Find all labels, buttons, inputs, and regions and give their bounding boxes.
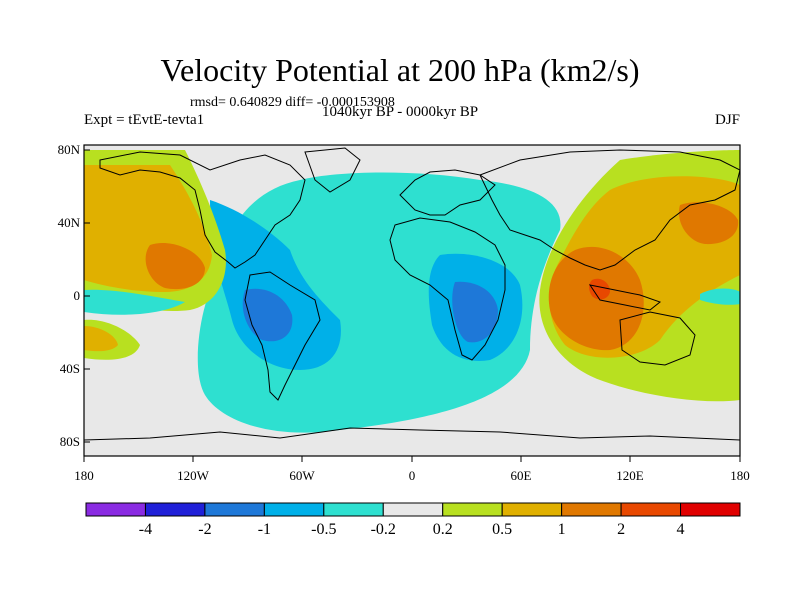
colorbar-swatch — [263, 502, 325, 517]
colorbar-swatch — [561, 502, 622, 517]
coast-asia — [479, 149, 740, 271]
coastlines — [84, 147, 740, 441]
colorbar-swatch — [620, 502, 682, 517]
colorbar-swatch — [144, 502, 206, 517]
negative-band-equator-pacific — [84, 289, 185, 315]
lon-label-120w: 120W — [177, 468, 210, 483]
lat-label-80s: 80S — [60, 434, 80, 449]
coast-greenland — [304, 147, 361, 193]
colorbar-label: -1 — [258, 521, 271, 538]
longitude-axis: 180 120W 60W 0 60E 120E 180 — [74, 456, 750, 483]
colorbar-label: 2 — [617, 521, 625, 538]
colorbar-swatch — [85, 502, 146, 517]
lat-label-80n: 80N — [58, 142, 81, 157]
lon-label-0: 0 — [409, 468, 416, 483]
negative-core-africa — [452, 281, 498, 343]
colorbar-label: 0.5 — [492, 521, 512, 538]
coast-africa — [389, 217, 506, 361]
coast-europe — [399, 169, 496, 216]
lon-label-60w: 60W — [289, 468, 315, 483]
colorbar-label: -0.2 — [371, 521, 396, 538]
colorbar-label: 4 — [677, 521, 685, 538]
colorbar-label: 0.2 — [433, 521, 453, 538]
colorbar: -4 -2 -1 -0.5 -0.2 0.2 0.5 1 2 4 — [85, 502, 741, 538]
colorbar-swatch — [442, 502, 503, 517]
negative-band-equator-east — [700, 288, 740, 305]
period-label: 1040kyr BP - 0000kyr BP — [322, 104, 479, 120]
coast-maritime — [588, 284, 662, 311]
negative-core-samerica — [242, 288, 293, 342]
negative-region-americas — [210, 200, 341, 370]
lon-label-60e: 60E — [511, 468, 532, 483]
positive-core-pacific — [678, 202, 739, 245]
chart-title: Velocity Potential at 200 hPa (km2/s) — [160, 52, 640, 88]
coast-australia — [619, 311, 696, 366]
positive-core-south-pacific — [84, 326, 118, 352]
colorbar-label: -0.5 — [311, 521, 336, 538]
season-label: DJF — [714, 112, 740, 128]
colorbar-swatch — [204, 502, 265, 517]
positive-peak-maritime — [589, 278, 610, 300]
colorbar-swatch — [501, 502, 563, 517]
lat-label-40s: 40S — [60, 361, 80, 376]
lon-label-120e: 120E — [616, 468, 644, 483]
stats-text: rmsd= 0.640829 diff= -0.000153908 — [190, 95, 395, 110]
lon-label-180e: 180 — [730, 468, 750, 483]
lon-label-180w: 180 — [74, 468, 94, 483]
colorbar-swatch — [323, 502, 384, 517]
colorbar-label: 1 — [558, 521, 566, 538]
contour-field — [84, 145, 740, 456]
latitude-axis: 80N 40N 0 40S 80S — [58, 142, 90, 449]
coast-north-america — [99, 151, 306, 269]
colorbar-label: -2 — [198, 521, 211, 538]
colorbar-swatch — [382, 502, 444, 517]
positive-core-wpacific — [145, 242, 205, 290]
lat-label-0: 0 — [74, 288, 81, 303]
coast-south-america — [244, 271, 321, 401]
experiment-label: Expt = tEvtE-tevta1 — [84, 112, 205, 128]
coast-antarctica — [84, 427, 740, 441]
colorbar-swatch — [680, 502, 741, 517]
lat-label-40n: 40N — [58, 215, 81, 230]
colorbar-label: -4 — [139, 521, 152, 538]
